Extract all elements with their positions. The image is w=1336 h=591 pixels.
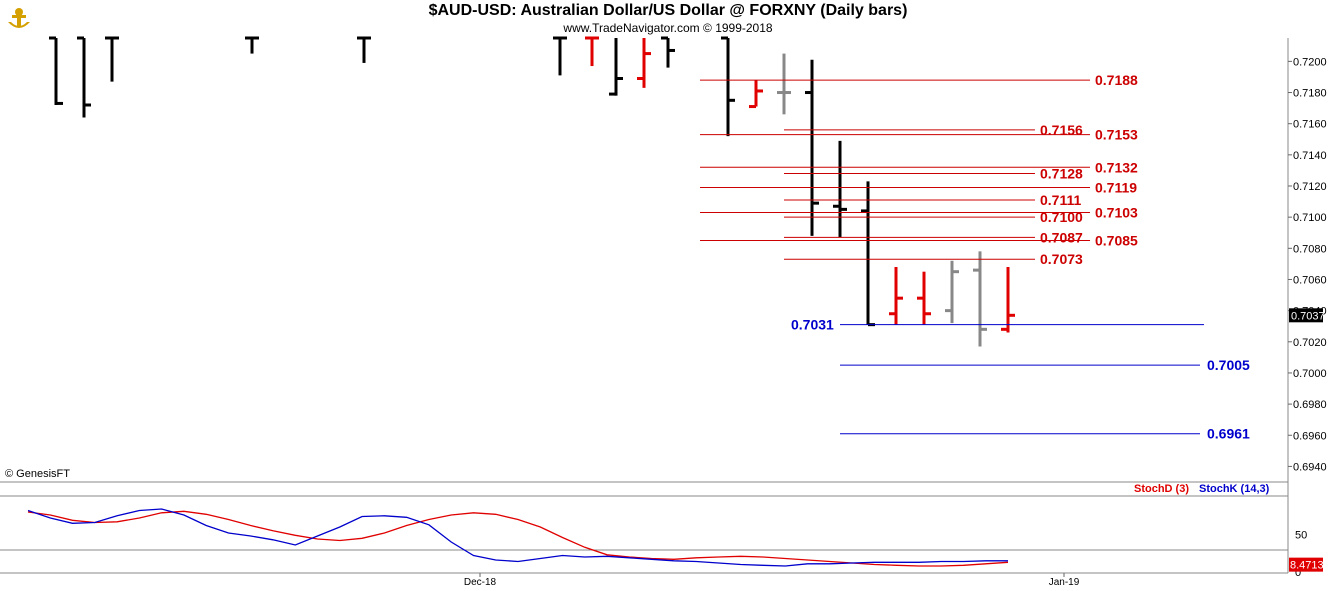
level-label: 0.7119 — [1095, 180, 1137, 196]
level-label: 0.7188 — [1095, 72, 1138, 88]
chart-subtitle: www.TradeNavigator.com © 1999-2018 — [563, 21, 773, 35]
y-tick-label: 0.7180 — [1293, 88, 1327, 100]
stoch-last-badge — [1289, 557, 1323, 572]
genesis-logo-icon — [4, 4, 34, 34]
level-label: 0.6961 — [1207, 426, 1250, 442]
y-tick-label: 0.7060 — [1293, 274, 1327, 286]
y-tick-label: 0.7160 — [1293, 119, 1327, 131]
y-tick-label: 0.7000 — [1293, 368, 1327, 380]
stoch-y-tick-label: 50 — [1295, 530, 1307, 542]
legend-stochd: StochD (3) — [1134, 483, 1189, 495]
legend-stochk: StochK (14,3) — [1199, 483, 1270, 495]
y-tick-label: 0.6960 — [1293, 430, 1327, 442]
y-tick-label: 0.7120 — [1293, 181, 1327, 193]
level-label: 0.7128 — [1040, 166, 1083, 182]
y-tick-label: 0.7020 — [1293, 337, 1327, 349]
level-label: 0.7087 — [1040, 229, 1083, 245]
stoch-last-label: 8.4713 — [1290, 560, 1324, 572]
y-tick-label: 0.7140 — [1293, 150, 1327, 162]
level-label: 0.7153 — [1095, 127, 1138, 143]
level-label: 0.7085 — [1095, 233, 1138, 249]
y-tick-label: 0.7080 — [1293, 243, 1327, 255]
copyright-label: © GenesisFT — [5, 468, 70, 480]
level-label: 0.7005 — [1207, 357, 1250, 373]
y-tick-label: 0.7200 — [1293, 56, 1327, 68]
level-label: 0.7111 — [1040, 192, 1081, 208]
y-tick-label: 0.6940 — [1293, 461, 1327, 473]
level-label: 0.7132 — [1095, 159, 1138, 175]
chart-header: $AUD-USD: Australian Dollar/US Dollar @ … — [0, 0, 1336, 38]
last-price-badge — [1289, 308, 1323, 323]
last-price-label: 0.7037 — [1291, 310, 1325, 322]
stoch-series-line — [27, 510, 1009, 567]
x-tick-label: Jan-19 — [1049, 577, 1080, 588]
stoch-y-tick-label: 0 — [1295, 567, 1301, 579]
level-label: 0.7073 — [1040, 251, 1083, 267]
y-tick-label: 0.6980 — [1293, 399, 1327, 411]
y-tick-label: 0.7100 — [1293, 212, 1327, 224]
level-label: 0.7103 — [1095, 204, 1138, 220]
level-label: 0.7031 — [791, 317, 834, 333]
level-label: 0.7100 — [1040, 209, 1083, 225]
chart-title: $AUD-USD: Australian Dollar/US Dollar @ … — [428, 2, 908, 19]
level-label: 0.7156 — [1040, 122, 1083, 138]
stoch-series-line — [27, 508, 1008, 567]
x-tick-label: Dec-18 — [464, 577, 497, 588]
